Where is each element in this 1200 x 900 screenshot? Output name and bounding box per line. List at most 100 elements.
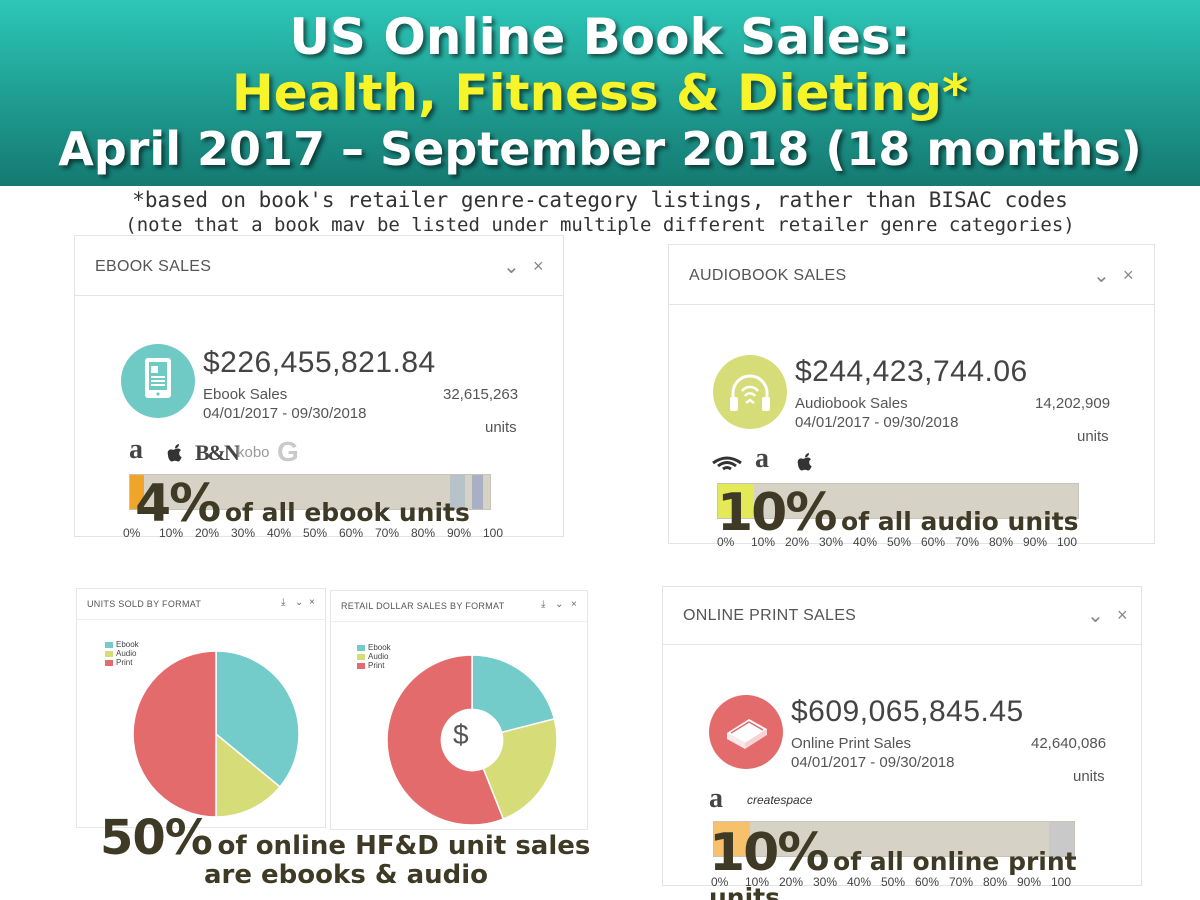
axis-tick-label: 40%	[847, 875, 872, 889]
download-button[interactable]: ⤓	[281, 597, 286, 608]
axis-tick-label: 0%	[711, 875, 729, 889]
axis-tick-label: 80%	[983, 875, 1008, 889]
audio-percent-text: of all audio units	[841, 507, 1079, 536]
print-share-bar	[713, 821, 1075, 857]
units-legend: Ebook Audio Print	[105, 640, 139, 667]
dollars-by-format-panel: RETAIL DOLLAR SALES BY FORMAT ⤓ ⌄ × Eboo…	[330, 590, 588, 830]
axis-tick-label: 30%	[819, 535, 844, 549]
axis-tick-label: 90%	[447, 526, 472, 540]
close-button[interactable]: ×	[533, 256, 544, 276]
ebook-amount: $226,455,821.84	[203, 346, 436, 379]
legend-item-ebook: Ebook	[105, 640, 139, 649]
print-book-icon	[709, 695, 783, 769]
close-button[interactable]: ×	[571, 599, 577, 610]
title-line-2: Health, Fitness & Dieting*	[231, 64, 969, 122]
footnote-1: *based on book's retailer genre-category…	[132, 188, 1068, 212]
ebook-percent: 4%	[135, 474, 221, 534]
amazon-icon: a	[129, 434, 143, 465]
axis-tick-label: 80%	[989, 535, 1014, 549]
pie-slice-ebook	[215, 650, 300, 788]
divider	[331, 621, 587, 622]
summary-percent: 50%	[100, 810, 213, 866]
units-by-format-panel: UNITS SOLD BY FORMAT ⤓ ⌄ × Ebook Audio P…	[76, 588, 326, 828]
audio-share-fill	[718, 484, 754, 518]
audio-axis-ticks: 0% 10% 20% 30% 40% 50% 60% 70% 80% 90% 100	[717, 535, 1077, 549]
audio-percent: 10%	[717, 483, 837, 543]
close-button[interactable]: ×	[1117, 605, 1128, 625]
pie-slice-audio	[215, 732, 282, 818]
legend-item-print: Print	[357, 661, 391, 670]
panel-title: EBOOK SALES	[95, 258, 212, 275]
axis-tick-label: 40%	[853, 535, 878, 549]
ebook-icon	[121, 344, 195, 418]
axis-tick-label: 50%	[303, 526, 328, 540]
google-icon: G	[277, 436, 299, 467]
panel-title: UNITS SOLD BY FORMAT	[87, 599, 202, 609]
divider	[77, 619, 325, 620]
dollars-donut-chart	[386, 654, 558, 826]
axis-tick-label: 30%	[231, 526, 256, 540]
bar-segment	[450, 475, 465, 509]
print-units-label: units	[1073, 768, 1105, 785]
axis-tick-label: 100	[1057, 535, 1078, 549]
audio-amount: $244,423,744.06	[795, 355, 1028, 388]
bn-icon: B&N	[195, 440, 240, 465]
print-label: Online Print Sales	[791, 735, 912, 752]
ebook-share-bar	[129, 474, 491, 510]
ebook-share-fill	[130, 475, 145, 509]
amazon-icon: a	[709, 783, 723, 814]
collapse-button[interactable]: ⌄	[555, 599, 564, 610]
ebook-sales-panel: EBOOK SALES ⌄ × $226,455,821.84 Ebook Sa…	[74, 235, 564, 540]
panel-title: ONLINE PRINT SALES	[683, 607, 857, 624]
audiobook-sales-panel: AUDIOBOOK SALES ⌄ × $244,423,744.06 Audi…	[668, 244, 1155, 549]
axis-tick-label: 90%	[1017, 875, 1042, 889]
panel-header: EBOOK SALES ⌄ ×	[75, 236, 563, 296]
axis-tick-label: 100	[1051, 875, 1072, 889]
audiobook-icon	[713, 355, 787, 429]
axis-tick-label: 20%	[195, 526, 220, 540]
legend-item-print: Print	[105, 658, 139, 667]
online-print-sales-panel: ONLINE PRINT SALES ⌄ × $609,065,845.45 O…	[662, 586, 1142, 900]
axis-tick-label: 90%	[1023, 535, 1048, 549]
collapse-button[interactable]: ⌄	[1087, 605, 1104, 627]
axis-tick-label: 70%	[949, 875, 974, 889]
print-share-fill	[714, 822, 750, 856]
audio-share-bar	[717, 483, 1079, 519]
axis-tick-label: 50%	[887, 535, 912, 549]
dollar-symbol: $	[453, 719, 469, 750]
audio-label: Audiobook Sales	[795, 395, 908, 412]
legend-item-audio: Audio	[105, 649, 139, 658]
print-percent: 10%	[709, 823, 829, 883]
summary-line-2: are ebooks & audio	[204, 860, 489, 890]
axis-tick-label: 20%	[779, 875, 804, 889]
ebook-percent-text: of all ebook units	[224, 498, 470, 527]
pie-slice-print	[132, 650, 217, 818]
download-button[interactable]: ⤓	[541, 599, 546, 610]
axis-tick-label: 50%	[881, 875, 906, 889]
close-button[interactable]: ×	[309, 597, 315, 608]
audio-units-label: units	[1077, 428, 1109, 445]
axis-tick-label: 60%	[921, 535, 946, 549]
audio-percent-callout: 10% of all audio units	[717, 483, 1079, 543]
axis-tick-label: 10%	[159, 526, 184, 540]
title-line-3: April 2017 – September 2018 (18 months)	[58, 122, 1142, 176]
print-axis-ticks: 0% 10% 20% 30% 40% 50% 60% 70% 80% 90% 100	[711, 875, 1071, 889]
collapse-button[interactable]: ⌄	[1093, 265, 1110, 287]
close-button[interactable]: ×	[1123, 265, 1134, 285]
panel-header: AUDIOBOOK SALES ⌄ ×	[669, 245, 1154, 305]
ebook-units-label: units	[485, 419, 517, 436]
print-dates: 04/01/2017 - 09/30/2018	[791, 754, 955, 771]
bar-segment	[1048, 822, 1074, 856]
axis-tick-label: 60%	[915, 875, 940, 889]
title-line-1: US Online Book Sales:	[289, 8, 911, 66]
print-percent-callout: 10% of all online print units	[709, 823, 1141, 900]
axis-tick-label: 80%	[411, 526, 436, 540]
panel-title: RETAIL DOLLAR SALES BY FORMAT	[341, 601, 505, 611]
apple-icon	[167, 444, 182, 462]
collapse-button[interactable]: ⌄	[295, 597, 304, 608]
collapse-button[interactable]: ⌄	[503, 256, 520, 278]
axis-tick-label: 40%	[267, 526, 292, 540]
ebook-percent-callout: 4% of all ebook units	[135, 474, 470, 534]
axis-tick-label: 0%	[123, 526, 141, 540]
bar-segment	[472, 475, 483, 509]
